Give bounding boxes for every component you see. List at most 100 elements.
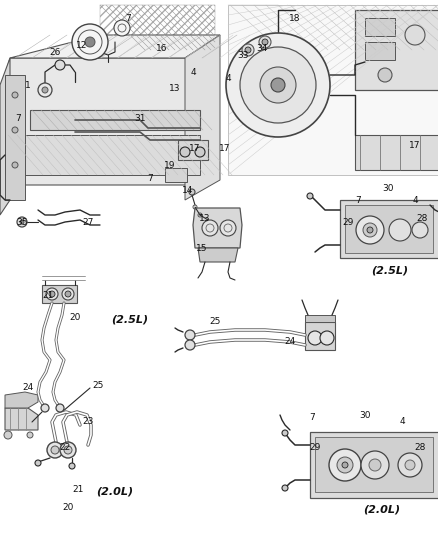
Text: 20: 20	[62, 504, 74, 513]
Text: 24: 24	[22, 384, 34, 392]
Circle shape	[17, 217, 27, 227]
Text: 28: 28	[413, 443, 425, 453]
Circle shape	[184, 340, 194, 350]
Text: 17: 17	[189, 143, 200, 152]
Text: 18: 18	[289, 13, 300, 22]
Circle shape	[240, 47, 315, 123]
Text: 33: 33	[237, 51, 248, 60]
Text: 4: 4	[411, 196, 417, 205]
Circle shape	[362, 223, 376, 237]
Text: 25: 25	[209, 318, 220, 327]
Text: 23: 23	[82, 417, 93, 426]
Bar	[344, 205, 432, 253]
Circle shape	[180, 147, 190, 157]
Circle shape	[184, 330, 194, 340]
Circle shape	[46, 288, 58, 300]
Text: 27: 27	[82, 217, 93, 227]
Polygon shape	[339, 200, 438, 258]
Circle shape	[20, 220, 24, 224]
Polygon shape	[309, 432, 438, 498]
Polygon shape	[5, 392, 38, 408]
Circle shape	[56, 404, 64, 412]
Circle shape	[404, 460, 414, 470]
Circle shape	[114, 20, 130, 36]
Polygon shape	[227, 5, 438, 175]
Circle shape	[411, 222, 427, 238]
Text: 28: 28	[415, 214, 427, 222]
Circle shape	[27, 432, 33, 438]
Text: 15: 15	[196, 244, 207, 253]
Polygon shape	[5, 58, 209, 185]
Text: 13: 13	[199, 214, 210, 222]
Text: 17: 17	[408, 141, 420, 149]
Text: 12: 12	[76, 41, 88, 50]
Circle shape	[341, 462, 347, 468]
Polygon shape	[0, 58, 10, 215]
Text: 21: 21	[72, 486, 84, 495]
Text: 20: 20	[69, 313, 81, 322]
Text: 13: 13	[169, 84, 180, 93]
Text: 35: 35	[16, 217, 28, 227]
Circle shape	[201, 220, 218, 236]
Text: 1: 1	[25, 80, 31, 90]
Circle shape	[281, 485, 287, 491]
Circle shape	[244, 47, 251, 53]
Circle shape	[38, 83, 52, 97]
Polygon shape	[30, 110, 200, 130]
Circle shape	[85, 37, 95, 47]
Text: 30: 30	[381, 183, 393, 192]
Polygon shape	[354, 10, 438, 90]
Text: 25: 25	[92, 381, 103, 390]
Bar	[177, 140, 208, 160]
Circle shape	[259, 67, 295, 103]
Circle shape	[12, 127, 18, 133]
Circle shape	[360, 451, 388, 479]
Polygon shape	[5, 135, 200, 175]
Bar	[42, 285, 77, 303]
Polygon shape	[304, 315, 334, 322]
Text: 19: 19	[164, 160, 175, 169]
Text: 7: 7	[125, 13, 131, 22]
Circle shape	[12, 92, 18, 98]
Circle shape	[51, 446, 59, 454]
Circle shape	[35, 460, 41, 466]
Circle shape	[189, 189, 194, 195]
Circle shape	[388, 219, 410, 241]
Circle shape	[377, 68, 391, 82]
Circle shape	[281, 430, 287, 436]
Circle shape	[194, 147, 205, 157]
Circle shape	[306, 193, 312, 199]
Bar	[364, 42, 394, 60]
Bar	[314, 437, 432, 492]
Circle shape	[258, 36, 270, 48]
Circle shape	[319, 331, 333, 345]
Circle shape	[328, 449, 360, 481]
Text: (2.0L): (2.0L)	[96, 487, 133, 497]
Text: 7: 7	[354, 196, 360, 205]
Text: (2.0L): (2.0L)	[363, 505, 399, 515]
Circle shape	[307, 331, 321, 345]
Polygon shape	[10, 35, 219, 58]
Circle shape	[60, 442, 76, 458]
Circle shape	[69, 463, 75, 469]
Circle shape	[219, 220, 236, 236]
Text: 4: 4	[225, 74, 230, 83]
Circle shape	[226, 33, 329, 137]
Circle shape	[355, 216, 383, 244]
Circle shape	[72, 24, 108, 60]
Text: 30: 30	[358, 410, 370, 419]
Circle shape	[62, 288, 74, 300]
Circle shape	[12, 162, 18, 168]
Circle shape	[42, 87, 48, 93]
Polygon shape	[184, 35, 219, 200]
Polygon shape	[198, 248, 237, 262]
Text: 22: 22	[59, 443, 71, 453]
Polygon shape	[5, 408, 38, 430]
Circle shape	[404, 25, 424, 45]
Text: 21: 21	[42, 290, 53, 300]
Text: 7: 7	[147, 174, 152, 182]
Text: (2.5L): (2.5L)	[111, 315, 148, 325]
Text: 29: 29	[309, 443, 320, 453]
Circle shape	[241, 44, 254, 56]
Text: 7: 7	[308, 414, 314, 423]
